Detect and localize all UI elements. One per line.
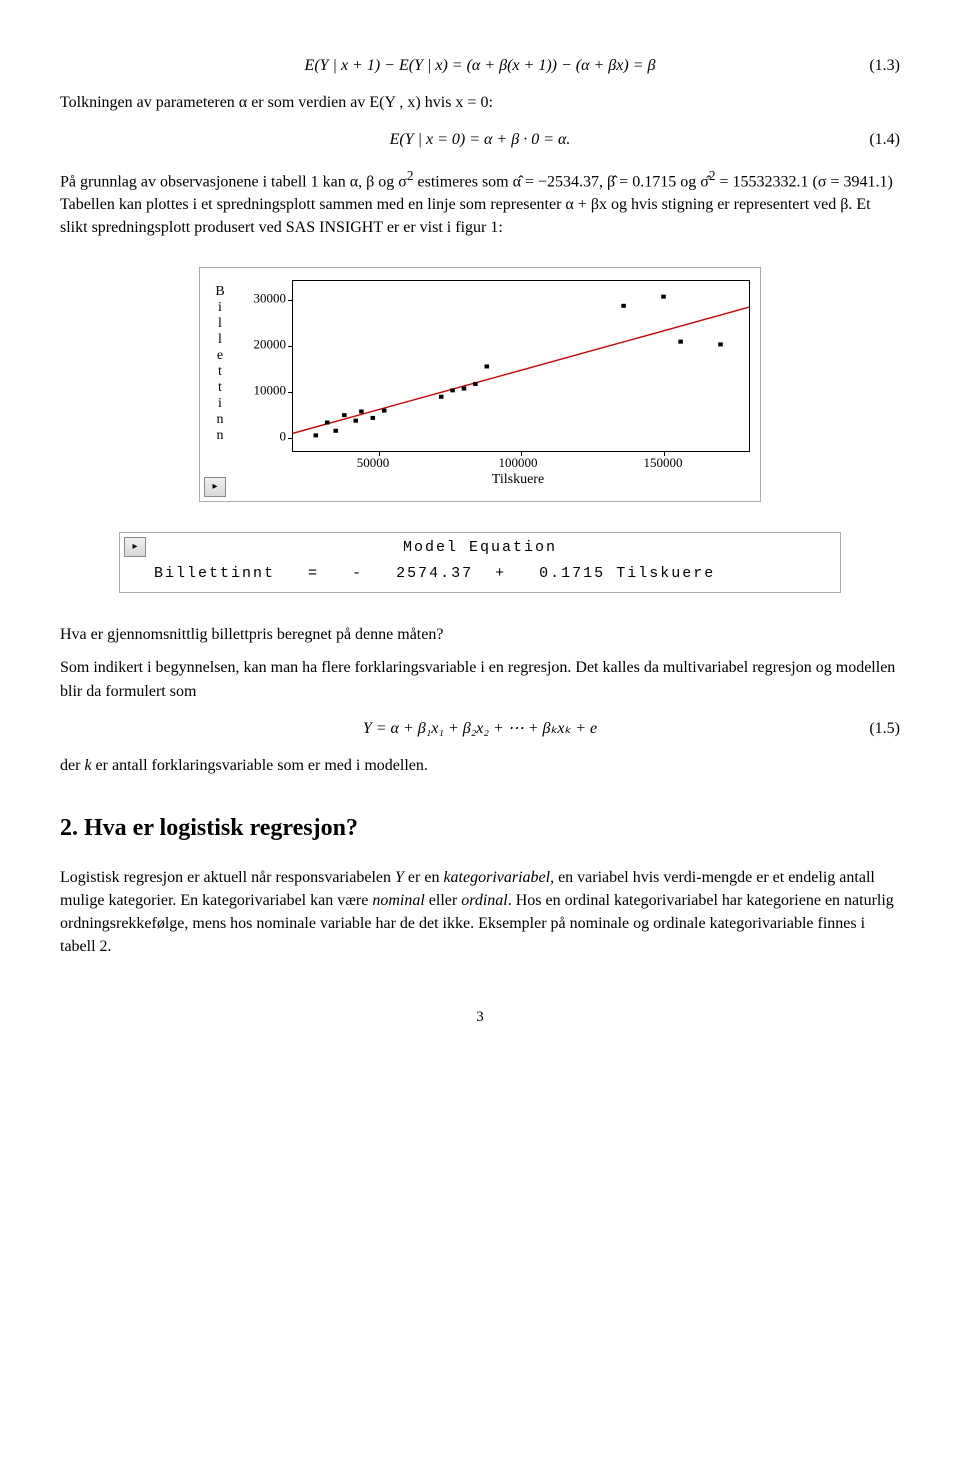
equation-1-3: E(Y | x + 1) − E(Y | x) = (α + β(x + 1))… bbox=[60, 54, 900, 77]
paragraph-estimates: På grunnlag av observasjonene i tabell 1… bbox=[60, 166, 900, 240]
equation-body: E(Y | x + 1) − E(Y | x) = (α + β(x + 1))… bbox=[305, 54, 656, 77]
page-number: 3 bbox=[60, 1007, 900, 1029]
equation-number: (1.4) bbox=[869, 128, 900, 151]
model-equation-body: Billettinnt = - 2574.37 + 0.1715 Tilskue… bbox=[120, 561, 840, 593]
equation-number: (1.5) bbox=[869, 717, 900, 740]
equation-number: (1.3) bbox=[869, 54, 900, 77]
question-avg-price: Hva er gjennomsnittlig billettpris bereg… bbox=[60, 623, 900, 646]
model-equation-panel: ▸ Model Equation Billettinnt = - 2574.37… bbox=[119, 532, 841, 594]
equation-body: E(Y | x = 0) = α + β · 0 = α. bbox=[390, 128, 571, 151]
y-axis-ticks: 0100002000030000 bbox=[230, 280, 292, 452]
y-axis-label-vertical: Billettinn bbox=[210, 280, 230, 452]
equation-1-4: E(Y | x = 0) = α + β · 0 = α. (1.4) bbox=[60, 128, 900, 151]
x-axis-ticks: 50000100000150000 bbox=[286, 452, 750, 470]
x-axis-label: Tilskuere bbox=[286, 470, 750, 490]
equation-1-5: Y = α + β₁x₁ + β₂x₂ + ⋯ + βₖxₖ + e (1.5) bbox=[60, 717, 900, 740]
expand-icon[interactable]: ▸ bbox=[124, 537, 146, 557]
plot-svg bbox=[293, 281, 749, 451]
paragraph-k-explanation: der k er antall forklaringsvariable som … bbox=[60, 754, 900, 777]
plot-area bbox=[292, 280, 750, 452]
model-equation-title: Model Equation bbox=[120, 533, 840, 561]
section-2-heading: 2. Hva er logistisk regresjon? bbox=[60, 811, 900, 846]
expand-icon[interactable]: ▸ bbox=[204, 477, 226, 497]
paragraph-multivariable: Som indikert i begynnelsen, kan man ha f… bbox=[60, 656, 900, 702]
paragraph-logistic-intro: Logistisk regresjon er aktuell når respo… bbox=[60, 866, 900, 959]
equation-body: Y = α + β₁x₁ + β₂x₂ + ⋯ + βₖxₖ + e bbox=[363, 717, 597, 740]
scatter-plot-panel: Billettinn 0100002000030000 500001000001… bbox=[199, 267, 761, 501]
paragraph-interpretation-alpha: Tolkningen av parameteren α er som verdi… bbox=[60, 91, 900, 114]
